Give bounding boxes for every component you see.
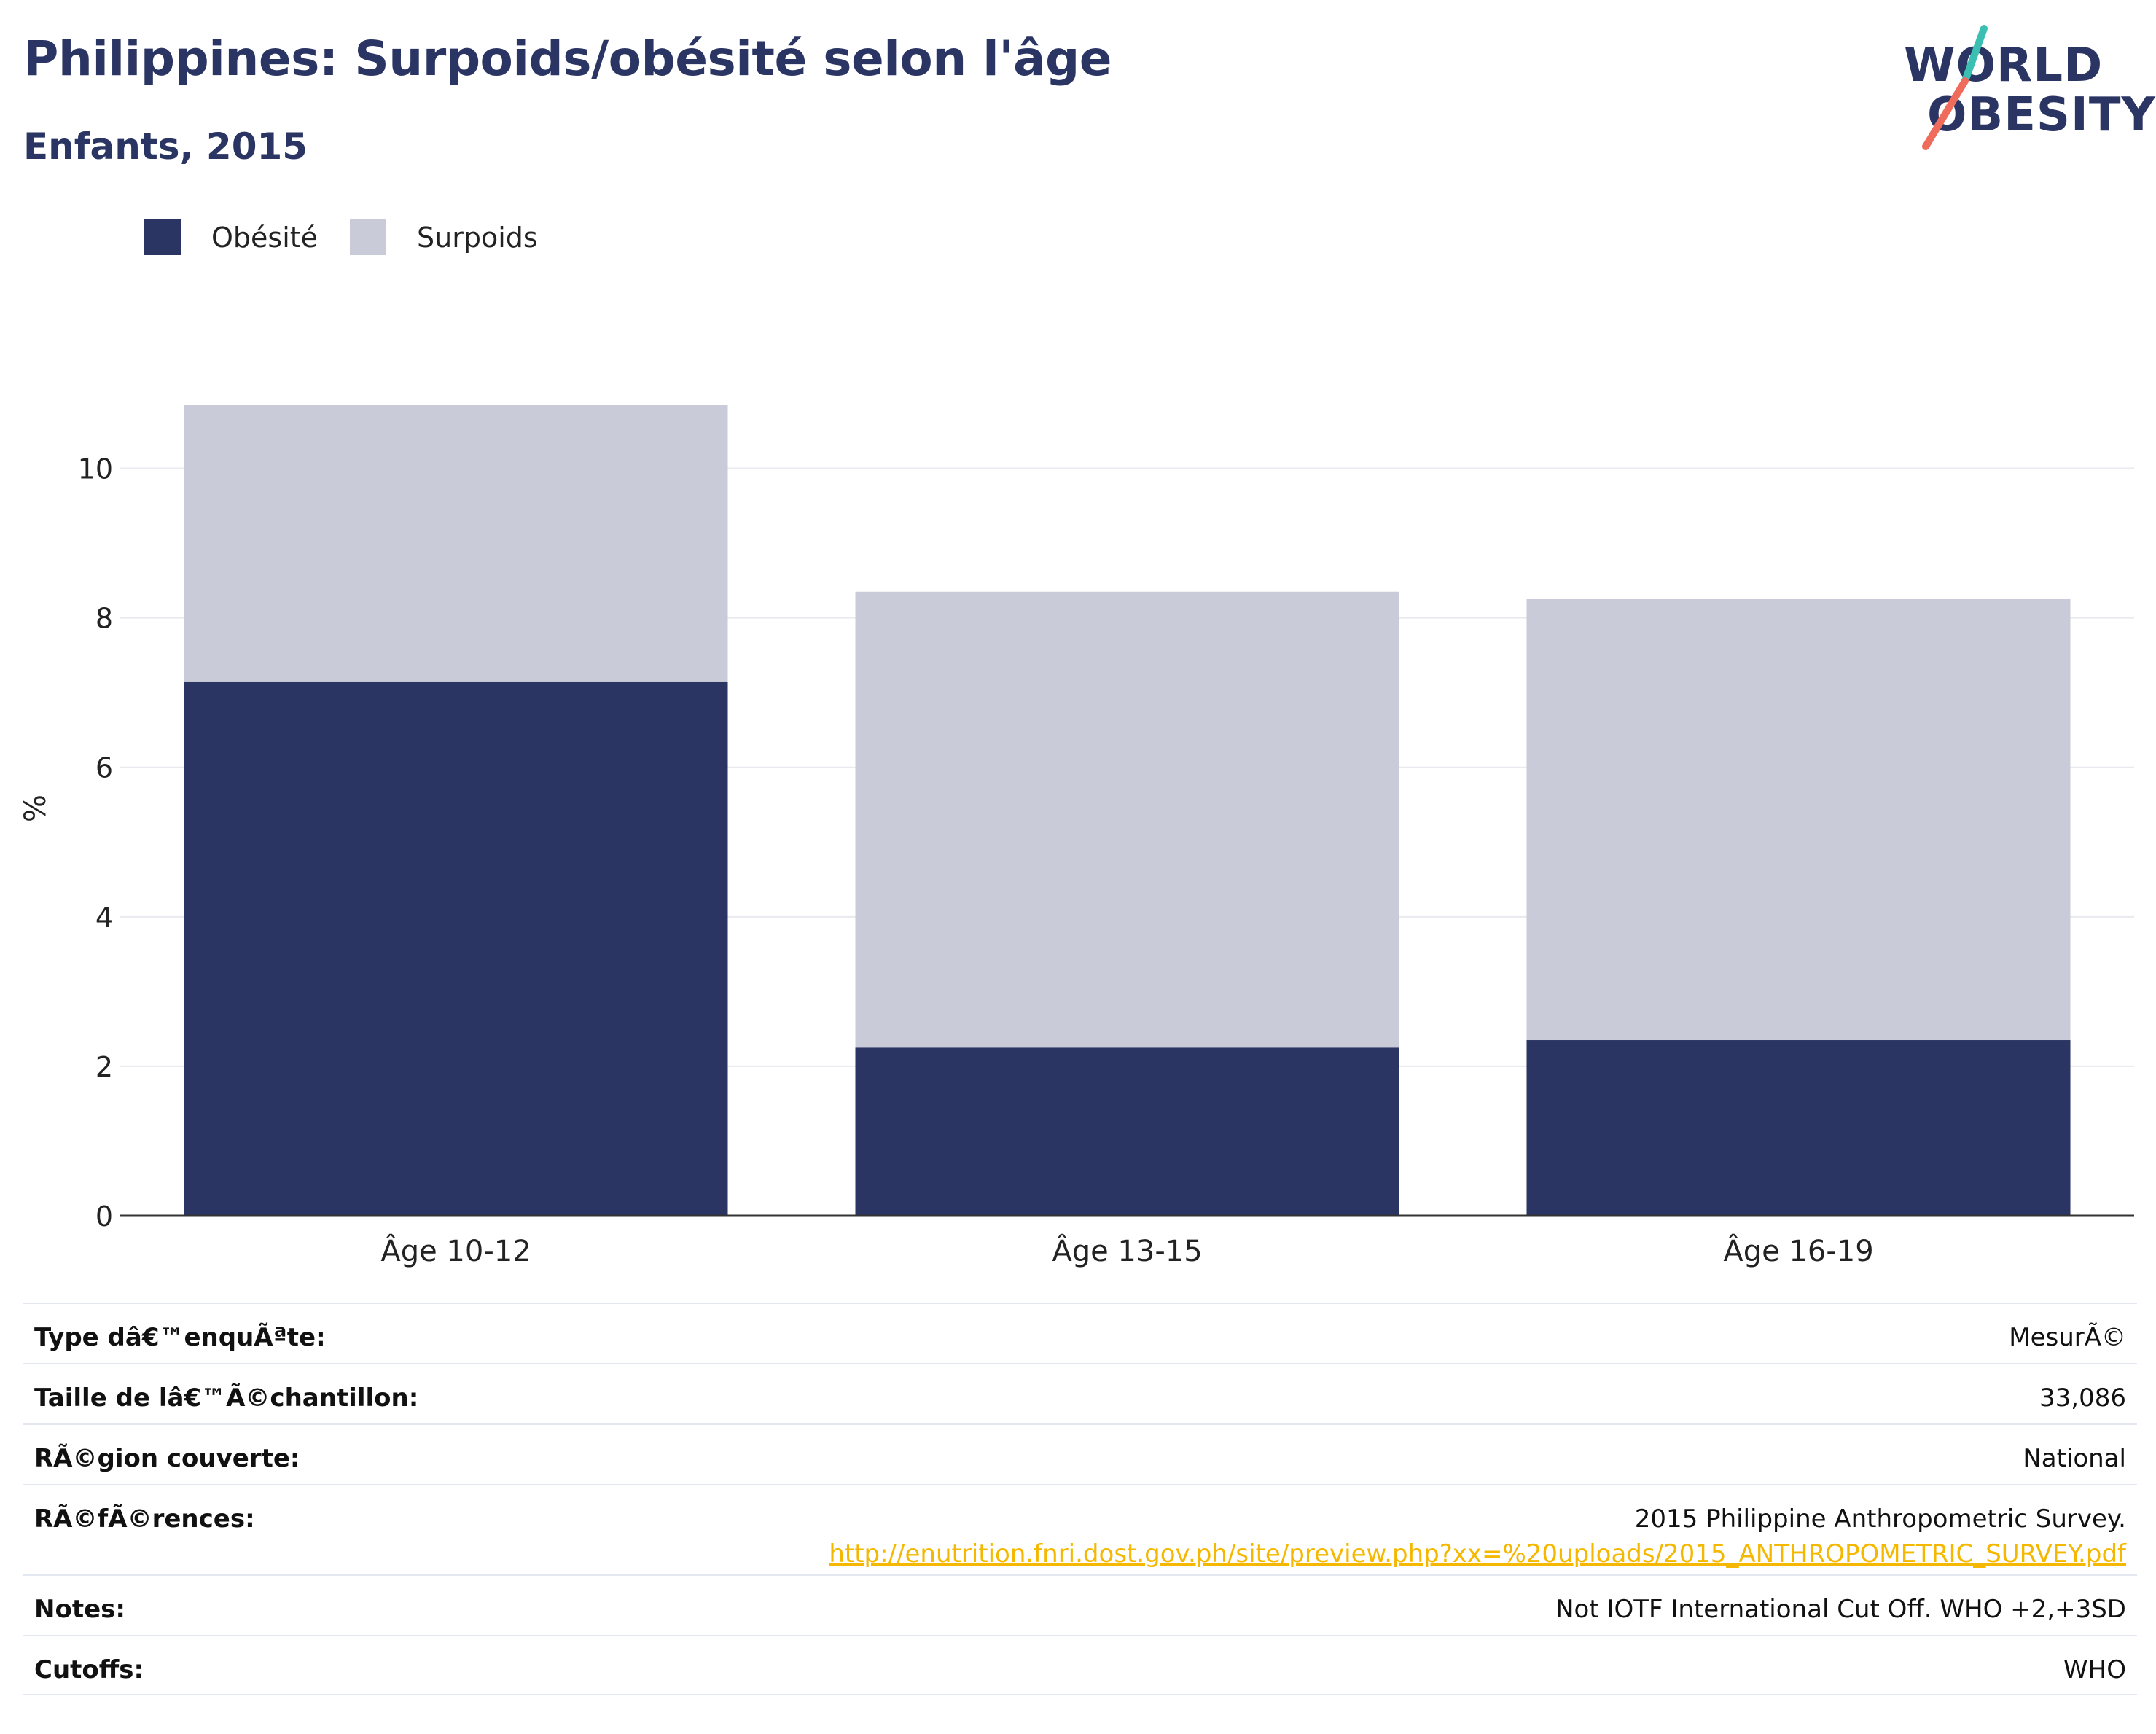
x-tick-label: Âge 13-15 <box>1052 1233 1202 1268</box>
x-tick-label: Âge 16-19 <box>1723 1233 1873 1268</box>
logo-line2: OBESITY <box>1927 88 2156 142</box>
bar-segment <box>855 591 1399 1048</box>
x-tick-label: Âge 10-12 <box>380 1233 531 1268</box>
info-row-notes: Notes: Not IOTF International Cut Off. W… <box>23 1574 2137 1635</box>
legend-label-obesite: Obésité <box>211 222 319 254</box>
chart-title: Philippines: Surpoids/obésité selon l'âg… <box>23 31 1112 87</box>
legend-swatch-surpoids <box>350 219 386 255</box>
bar-segment <box>855 1047 1399 1216</box>
y-axis-title: % <box>19 794 52 822</box>
y-tick-label: 2 <box>95 1051 113 1083</box>
info-value: WHO <box>2063 1655 2126 1684</box>
reference-link[interactable]: http://enutrition.fnri.dost.gov.ph/site/… <box>829 1539 2126 1569</box>
info-value: Not IOTF International Cut Off. WHO +2,+… <box>1555 1595 2126 1624</box>
chart-subtitle: Enfants, 2015 <box>23 125 308 168</box>
info-row-cutoffs: Cutoffs: WHO <box>23 1635 2137 1695</box>
y-tick-label: 4 <box>95 902 113 934</box>
info-row-sample-size: Taille de lâ€™Ã©chantillon: 33,086 <box>23 1363 2137 1423</box>
info-label: Taille de lâ€™Ã©chantillon: <box>34 1383 419 1413</box>
info-row-survey-type: Type dâ€™enquÃªte: MesurÃ© <box>23 1303 2137 1363</box>
bar-chart: 0 2 4 6 8 10 Âge 10-12 Âge 13-15 Âge 16-19 <box>78 405 2134 1268</box>
bar-segment <box>184 405 728 682</box>
logo-slash-icon <box>1922 25 1988 150</box>
reference-text: 2015 Philippine Anthropometric Survey. <box>1634 1504 2126 1534</box>
y-tick-label: 0 <box>95 1200 113 1233</box>
info-value: 2015 Philippine Anthropometric Survey. h… <box>829 1504 2126 1569</box>
info-row-region: RÃ©gion couverte: National <box>23 1423 2137 1484</box>
info-row-references: RÃ©fÃ©rences: 2015 Philippine Anthropome… <box>23 1484 2137 1574</box>
info-value: 33,086 <box>2039 1383 2126 1413</box>
logo-line1: WORLD <box>1904 39 2104 93</box>
info-label: Cutoffs: <box>34 1655 144 1684</box>
y-tick-label: 6 <box>95 752 113 784</box>
y-tick-label: 10 <box>78 453 113 485</box>
survey-info-table: Type dâ€™enquÃªte: MesurÃ© Taille de lâ€… <box>23 1303 2137 1695</box>
legend-swatch-obesite <box>144 219 181 255</box>
info-value: National <box>2023 1444 2126 1473</box>
info-label: RÃ©fÃ©rences: <box>34 1504 255 1534</box>
info-label: RÃ©gion couverte: <box>34 1444 300 1473</box>
info-label: Type dâ€™enquÃªte: <box>34 1323 326 1352</box>
y-tick-label: 8 <box>95 603 113 635</box>
world-obesity-logo: WORLD OBESITY <box>1902 22 2155 153</box>
bar-segment <box>184 681 728 1216</box>
bar-segment <box>1526 599 2071 1041</box>
info-label: Notes: <box>34 1595 125 1624</box>
bar-segment <box>1526 1040 2071 1216</box>
legend-label-surpoids: Surpoids <box>417 222 538 254</box>
info-value: MesurÃ© <box>2009 1323 2126 1352</box>
